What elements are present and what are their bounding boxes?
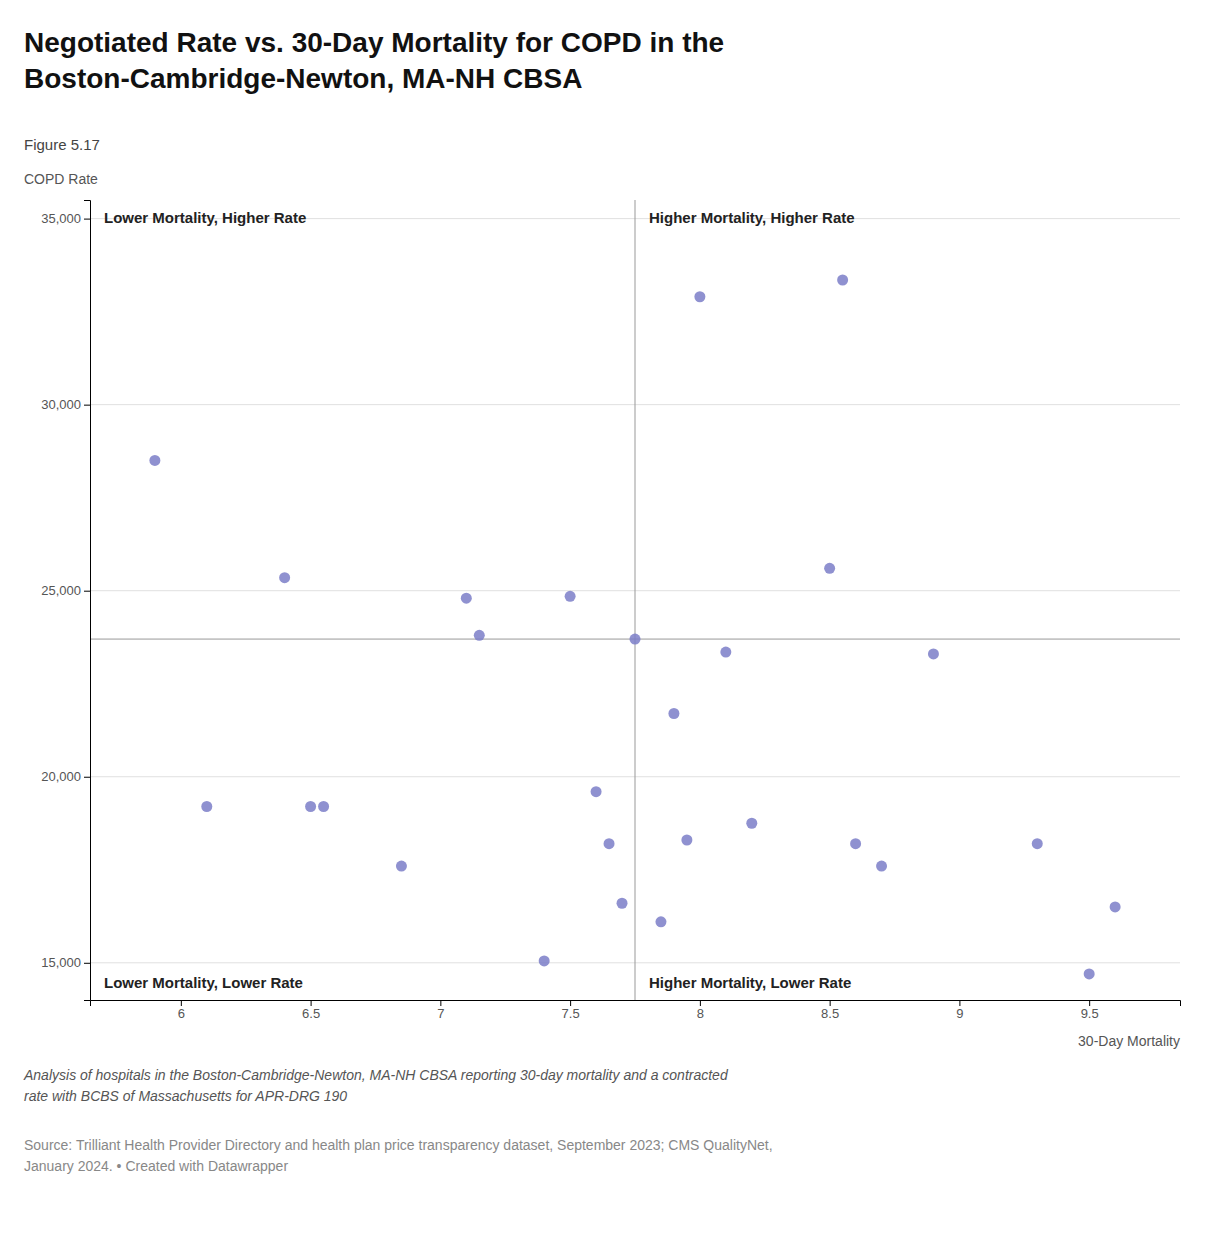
- x-tick-label: 7: [437, 1006, 444, 1021]
- x-tick-label: 8.5: [821, 1006, 839, 1021]
- x-tick-mark: [440, 1000, 441, 1006]
- y-tick: 20,000: [41, 769, 90, 784]
- y-axis-title: COPD Rate: [24, 171, 98, 187]
- x-tick: 8: [697, 1000, 704, 1021]
- x-tick-mark: [1089, 1000, 1090, 1006]
- x-tick-mark: [700, 1000, 701, 1006]
- x-axis: 6 6.5 7 7.5 8 8.5 9 9.5: [91, 1000, 1181, 1021]
- x-tick: 6: [178, 1000, 185, 1021]
- x-tick: 8.5: [821, 1000, 839, 1021]
- x-tick-label: 7.5: [562, 1006, 580, 1021]
- y-tick-mark: [84, 777, 90, 778]
- point: [655, 916, 666, 927]
- figure-label-line: Figure 5.17: [24, 136, 100, 153]
- title-line: Boston-Cambridge-Newton, MA-NH CBSA: [24, 63, 582, 94]
- y-axis-line: [84, 201, 91, 1001]
- point: [604, 838, 615, 849]
- point: [694, 291, 705, 302]
- x-tick: 9.5: [1081, 1000, 1099, 1021]
- x-tick: 9: [956, 1000, 963, 1021]
- plot-area: 6 6.5 7 7.5 8 8.5 9 9.5 15,000 20,000 25,000 30,000…: [24, 171, 1181, 1049]
- x-tick: 7.5: [562, 1000, 580, 1021]
- note-line: Analysis of hospitals in the Boston-Camb…: [23, 1067, 729, 1083]
- point: [824, 563, 835, 574]
- point: [279, 572, 290, 583]
- point: [850, 838, 861, 849]
- y-tick-label: 15,000: [41, 955, 81, 970]
- x-tick-mark: [311, 1000, 312, 1006]
- y-tick-mark: [84, 591, 90, 592]
- title-line: Negotiated Rate vs. 30-Day Mortality for…: [24, 27, 724, 58]
- point: [1110, 901, 1121, 912]
- point: [617, 898, 628, 909]
- y-tick: 35,000: [41, 211, 90, 226]
- quadrant-label: Higher Mortality, Higher Rate: [649, 209, 855, 226]
- point: [720, 647, 731, 658]
- point: [1084, 968, 1095, 979]
- x-axis-line: [91, 1001, 1181, 1007]
- x-tick-mark: [959, 1000, 960, 1006]
- y-tick-mark: [84, 405, 90, 406]
- y-tick-label: 30,000: [41, 397, 81, 412]
- point: [318, 801, 329, 812]
- point: [149, 455, 160, 466]
- y-tick: 25,000: [41, 583, 90, 598]
- x-tick-label: 9: [956, 1006, 963, 1021]
- x-tick-label: 6: [178, 1006, 185, 1021]
- source-line: Source: Trilliant Health Provider Direct…: [24, 1137, 773, 1153]
- chart-container: Negotiated Rate vs. 30-Day Mortality for…: [0, 0, 1220, 1256]
- point: [461, 593, 472, 604]
- point: [1032, 838, 1043, 849]
- figure-label: Figure 5.17: [24, 136, 100, 153]
- y-axis: 15,000 20,000 25,000 30,000 35,000: [41, 201, 90, 1001]
- x-tick-label: 9.5: [1081, 1006, 1099, 1021]
- point: [396, 861, 407, 872]
- point: [681, 835, 692, 846]
- x-tick-mark: [181, 1000, 182, 1006]
- x-tick-label: 6.5: [302, 1006, 320, 1021]
- point: [746, 818, 757, 829]
- point: [305, 801, 316, 812]
- note-line: rate with BCBS of Massachusetts for APR-…: [24, 1088, 347, 1104]
- point: [928, 648, 939, 659]
- title: Negotiated Rate vs. 30-Day Mortality for…: [24, 27, 724, 94]
- point: [876, 861, 887, 872]
- x-axis-title: 30-Day Mortality: [1078, 1033, 1180, 1049]
- point: [474, 630, 485, 641]
- x-tick: 6.5: [302, 1000, 320, 1021]
- y-tick: 30,000: [41, 397, 90, 412]
- y-tick-label: 35,000: [41, 211, 81, 226]
- source: Source: Trilliant Health Provider Direct…: [24, 1137, 773, 1174]
- marks: [90, 200, 1180, 1000]
- source-line: January 2024. • Created with Datawrapper: [24, 1158, 288, 1174]
- point: [837, 275, 848, 286]
- point: [591, 786, 602, 797]
- x-tick: 7: [437, 1000, 444, 1021]
- point: [565, 591, 576, 602]
- x-tick-mark: [830, 1000, 831, 1006]
- x-tick-mark: [570, 1000, 571, 1006]
- median-line-x: [635, 200, 636, 1000]
- y-tick: 15,000: [41, 955, 90, 970]
- point: [539, 955, 550, 966]
- point: [668, 708, 679, 719]
- point: [201, 801, 212, 812]
- quadrant-label: Lower Mortality, Lower Rate: [104, 974, 303, 991]
- y-tick-mark: [84, 963, 90, 964]
- y-tick-label: 25,000: [41, 583, 81, 598]
- quadrant-label: Higher Mortality, Lower Rate: [649, 974, 851, 991]
- note: Analysis of hospitals in the Boston-Camb…: [23, 1067, 729, 1104]
- x-tick-label: 8: [697, 1006, 704, 1021]
- quadrant-label: Lower Mortality, Higher Rate: [104, 209, 306, 226]
- y-tick-mark: [84, 219, 90, 220]
- chart-svg: Negotiated Rate vs. 30-Day Mortality for…: [0, 0, 1220, 1256]
- point: [630, 634, 641, 645]
- y-tick-label: 20,000: [41, 769, 81, 784]
